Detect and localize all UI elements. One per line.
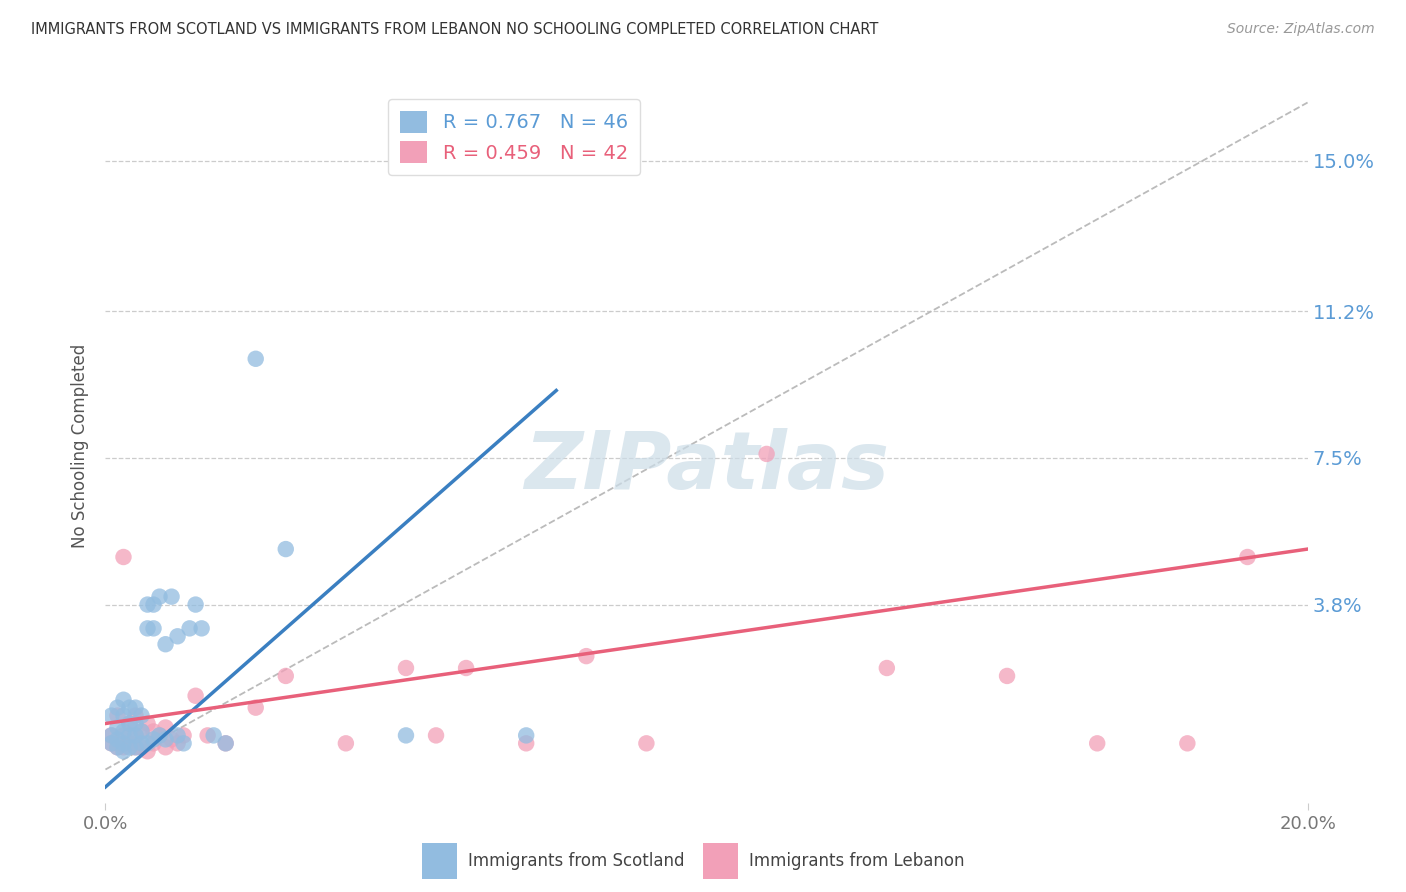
Point (142, 621, 165, 635)
Point (118, 728, 141, 742)
Point (148, 728, 170, 742)
Point (166, 629, 188, 643)
Point (136, 744, 159, 758)
Point (1175, 736, 1198, 750)
Point (155, 637, 177, 651)
Point (107, 708, 129, 723)
Point (112, 692, 135, 706)
Point (184, 598, 207, 612)
Point (131, 708, 153, 723)
Point (136, 716, 159, 731)
Point (112, 728, 135, 742)
Point (118, 736, 141, 750)
Point (131, 724, 153, 739)
Point (118, 740, 141, 755)
Point (190, 621, 212, 635)
Point (995, 669, 1018, 683)
Point (148, 728, 170, 742)
Point (107, 721, 129, 735)
Point (124, 740, 146, 755)
Point (160, 590, 183, 604)
Point (214, 736, 236, 750)
Point (155, 740, 177, 755)
Point (876, 661, 898, 675)
Point (112, 708, 135, 723)
Point (112, 744, 135, 758)
Point (107, 700, 129, 714)
Point (124, 716, 146, 731)
Text: Immigrants from Lebanon: Immigrants from Lebanon (749, 852, 965, 870)
Point (173, 728, 195, 742)
Point (755, 447, 778, 461)
Point (155, 721, 177, 735)
Text: Source: ZipAtlas.com: Source: ZipAtlas.com (1227, 22, 1375, 37)
Point (107, 732, 129, 747)
Point (118, 716, 141, 731)
Point (142, 598, 165, 612)
Point (118, 700, 141, 714)
Point (131, 736, 153, 750)
Point (124, 728, 146, 742)
Point (575, 649, 598, 664)
Point (515, 736, 537, 750)
Point (184, 689, 207, 703)
Point (173, 736, 195, 750)
Point (131, 724, 153, 739)
Point (100, 728, 122, 742)
Point (112, 736, 135, 750)
Point (100, 736, 122, 750)
Point (395, 728, 418, 742)
Point (112, 724, 135, 739)
Point (142, 736, 165, 750)
Point (142, 732, 165, 747)
Point (214, 736, 236, 750)
Y-axis label: No Schooling Completed: No Schooling Completed (72, 344, 90, 548)
Point (274, 542, 297, 557)
Point (124, 728, 146, 742)
Text: IMMIGRANTS FROM SCOTLAND VS IMMIGRANTS FROM LEBANON NO SCHOOLING COMPLETED CORRE: IMMIGRANTS FROM SCOTLAND VS IMMIGRANTS F… (31, 22, 879, 37)
Point (136, 598, 159, 612)
Point (100, 736, 122, 750)
Point (197, 728, 219, 742)
Point (124, 700, 146, 714)
Point (131, 740, 153, 755)
Point (107, 740, 129, 755)
Text: ZIPatlas: ZIPatlas (524, 428, 889, 507)
Legend: R = 0.767   N = 46, R = 0.459   N = 42: R = 0.767 N = 46, R = 0.459 N = 42 (388, 99, 640, 175)
Text: Immigrants from Scotland: Immigrants from Scotland (468, 852, 685, 870)
Point (136, 736, 159, 750)
Point (112, 549, 135, 564)
Point (100, 708, 122, 723)
Point (636, 736, 658, 750)
Point (515, 728, 537, 742)
Point (136, 621, 159, 635)
Point (1085, 736, 1108, 750)
Point (107, 740, 129, 755)
Point (118, 716, 141, 731)
Point (202, 728, 225, 742)
Point (179, 621, 201, 635)
Point (160, 732, 183, 747)
Point (166, 728, 188, 742)
Point (124, 708, 146, 723)
Point (454, 661, 477, 675)
Point (148, 590, 170, 604)
Point (142, 724, 165, 739)
Point (245, 351, 267, 366)
Point (274, 669, 297, 683)
Point (245, 700, 267, 714)
Point (1236, 549, 1258, 564)
Point (100, 728, 122, 742)
Point (155, 732, 177, 747)
Point (112, 740, 135, 755)
Point (425, 728, 447, 742)
Point (335, 736, 357, 750)
Point (395, 661, 418, 675)
Point (166, 736, 188, 750)
Point (124, 740, 146, 755)
